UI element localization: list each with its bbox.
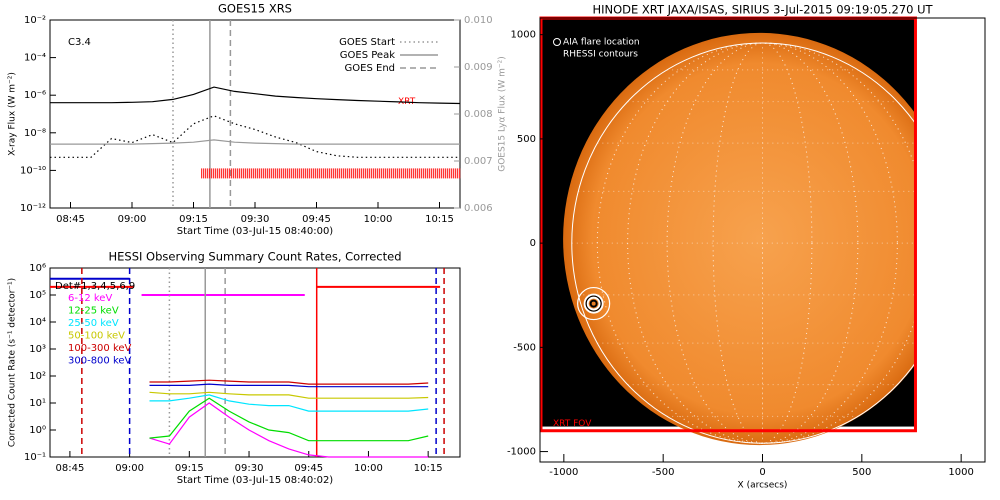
x-tick-label: 09:45	[302, 214, 331, 225]
y-tick-label: 10³	[29, 344, 46, 355]
legend-label: 25-50 keV	[68, 318, 119, 329]
y-tick-label: 10⁻¹²	[20, 203, 46, 214]
x-tick-label: 09:45	[294, 463, 323, 474]
series-line	[149, 394, 429, 412]
y2-tick-label: 0.007	[464, 156, 493, 167]
x-tick-label: 09:15	[179, 214, 208, 225]
y-tick-label: 10⁻⁸	[24, 128, 46, 139]
series-line	[50, 86, 461, 105]
x-tick-label: 09:30	[241, 214, 270, 225]
y-tick-label: 1000	[511, 30, 536, 41]
series-line	[149, 391, 429, 399]
y2-tick-label: 0.008	[464, 109, 493, 120]
legend-label: 6-12 keV	[68, 293, 112, 304]
x-tick-label: 08:45	[55, 463, 84, 474]
x-tick-label: 0	[759, 467, 765, 478]
chart-title: HINODE XRT JAXA/ISAS, SIRIUS 3-Jul-2015 …	[592, 3, 933, 17]
x-tick-label: 09:00	[115, 463, 144, 474]
x-tick-label: -1000	[549, 467, 578, 478]
x-tick-label: 500	[852, 467, 871, 478]
x-tick-label: 10:15	[414, 463, 443, 474]
x-tick-label: 09:00	[118, 214, 147, 225]
flare-location	[577, 286, 611, 321]
legend-symbol	[552, 38, 561, 46]
y-tick-label: 10¹	[29, 398, 46, 409]
grid-meridian	[627, 42, 898, 444]
x-tick-label: -500	[652, 467, 675, 478]
series-line	[149, 379, 429, 385]
rhessi-contour	[585, 295, 602, 312]
legend-label: GOES Start	[339, 37, 395, 48]
legend-label: 50-100 keV	[68, 331, 125, 342]
legend-label: RHESSI contours	[563, 50, 638, 60]
x-axis-label: Start Time (03-Jul-15 08:40:02)	[177, 475, 334, 486]
y-tick-label: 10⁵	[29, 290, 46, 301]
x-tick-label: 10:15	[425, 214, 454, 225]
legend-label: 300-800 keV	[68, 356, 132, 367]
series-line	[50, 139, 460, 145]
x-axis-label: Start Time (03-Jul-15 08:40:00)	[177, 226, 334, 237]
legend-label: 12-25 keV	[68, 306, 119, 317]
y-axis-label: Corrected Count Rate (s⁻¹ detector⁻¹)	[8, 278, 18, 447]
y2-axis-label: GOES15 Lyα Flux (W m⁻²)	[498, 56, 508, 172]
rhessi-contour	[589, 299, 598, 308]
y2-tick-label: 0.010	[464, 15, 493, 26]
x-axis-label: X (arcsecs)	[738, 481, 788, 491]
legend-label: 100-300 keV	[68, 343, 132, 354]
fov-label: XRT FOV	[553, 419, 592, 429]
x-tick-label: 09:15	[175, 463, 204, 474]
y-tick-label: -1000	[507, 447, 536, 458]
y-tick-label: 10⁻⁴	[24, 53, 46, 64]
y-tick-label: 10⁴	[29, 317, 46, 328]
rhessi-contour	[586, 296, 601, 311]
y-tick-label: 10⁻⁶	[24, 90, 46, 101]
legend-label: AIA flare location	[563, 38, 640, 48]
plot-frame	[49, 267, 461, 458]
xrt-coverage	[201, 168, 461, 179]
series-line	[149, 383, 429, 388]
y-tick-label: 0	[530, 238, 536, 249]
annotation: C3.4	[68, 37, 91, 48]
x-tick-label: 08:45	[56, 214, 85, 225]
legend-title: Det#1,3,4,5,6,9	[55, 281, 135, 292]
x-tick-label: 1000	[948, 467, 973, 478]
y2-tick-label: 0.006	[464, 203, 493, 214]
sun-disk	[563, 32, 956, 446]
x-tick-label: 09:30	[235, 463, 264, 474]
series-line	[149, 402, 429, 458]
y2-tick-label: 0.009	[464, 62, 493, 73]
image-cut	[915, 18, 985, 462]
y-tick-label: 10⁻²	[24, 15, 46, 26]
x-tick-label: 10:00	[354, 463, 383, 474]
y-tick-label: -500	[513, 342, 536, 353]
y-tick-label: 10²	[29, 371, 46, 382]
y-tick-label: 500	[517, 134, 536, 145]
y-tick-label: 10⁶	[29, 263, 46, 274]
y-axis-label: X-ray Flux (W m⁻²)	[8, 72, 18, 156]
chart-title: GOES15 XRS	[218, 2, 292, 16]
chart-title: HESSI Observing Summary Count Rates, Cor…	[108, 250, 401, 264]
y-tick-label: 10⁻¹⁰	[20, 165, 46, 176]
legend-label: GOES Peak	[340, 50, 395, 61]
y-tick-label: 10⁰	[29, 425, 46, 436]
legend-label: GOES End	[345, 63, 395, 74]
y-tick-label: 10⁻¹	[24, 452, 46, 463]
series-line	[149, 397, 429, 442]
x-tick-label: 10:00	[364, 214, 393, 225]
rhessi-contour	[583, 293, 604, 314]
